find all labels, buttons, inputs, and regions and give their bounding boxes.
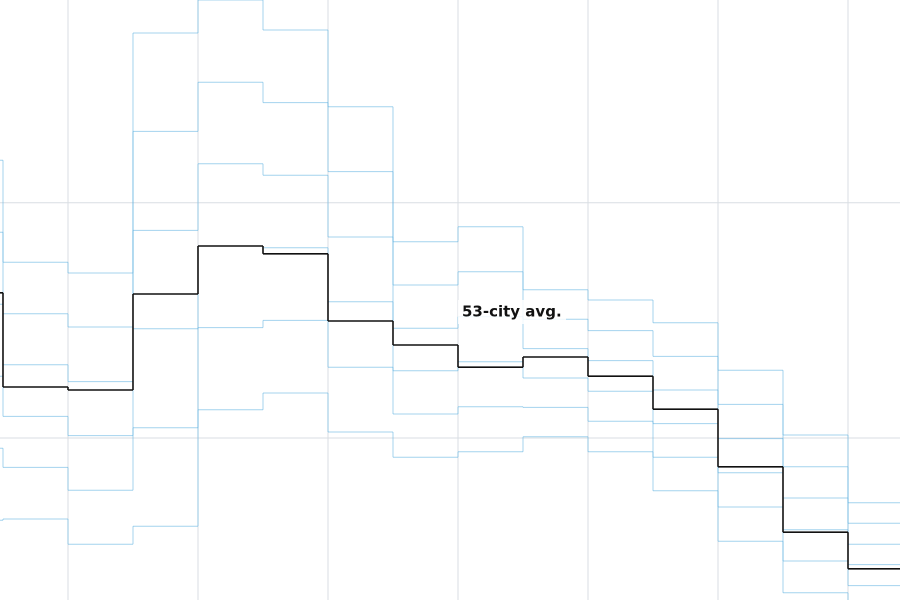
label-bg (458, 300, 566, 324)
average-line (0, 245, 900, 570)
average-label: 53-city avg. (462, 303, 562, 321)
